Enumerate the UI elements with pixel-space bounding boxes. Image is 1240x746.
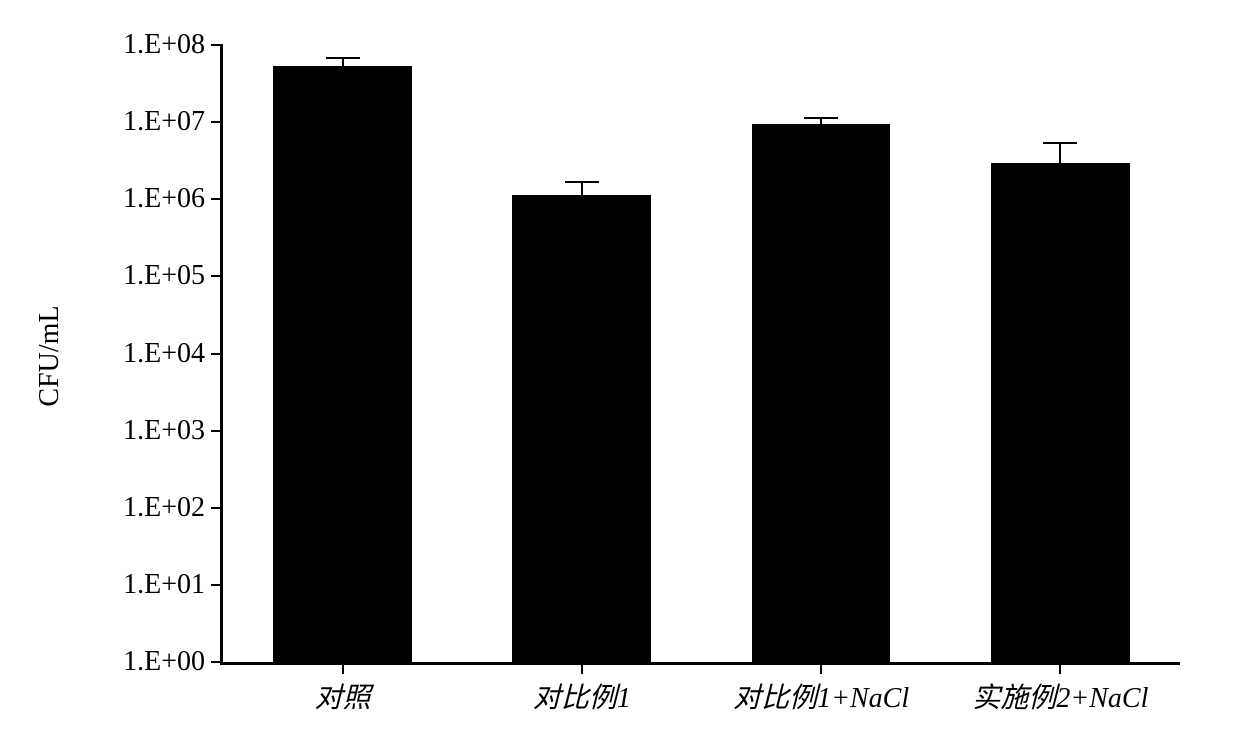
bar-comp1 (512, 195, 651, 662)
y-tick-label: 1.E+00 (123, 646, 205, 678)
y-tick (211, 275, 223, 277)
cfu-bar-chart: CFU/mL 1.E+001.E+011.E+021.E+031.E+041.E… (0, 0, 1240, 746)
y-tick (211, 121, 223, 123)
x-tick (342, 662, 344, 674)
y-tick (211, 584, 223, 586)
bar-ctrl (273, 66, 412, 662)
x-tick-label: 对比例1+NaCl (733, 676, 909, 716)
y-tick-label: 1.E+07 (123, 106, 205, 138)
y-tick (211, 44, 223, 46)
y-tick-label: 1.E+01 (123, 569, 205, 601)
error-bar-ctrl (326, 57, 360, 66)
y-tick-label: 1.E+05 (123, 260, 205, 292)
y-tick (211, 507, 223, 509)
y-tick (211, 430, 223, 432)
x-tick-label: 实施例2+NaCl (972, 676, 1148, 716)
x-tick (1059, 662, 1061, 674)
y-tick-label: 1.E+06 (123, 183, 205, 215)
error-bar-comp1 (565, 181, 599, 195)
y-tick-label: 1.E+03 (123, 415, 205, 447)
error-bar-comp1n (804, 117, 838, 123)
y-tick-label: 1.E+02 (123, 492, 205, 524)
bar-ex2n (991, 163, 1130, 662)
y-tick-label: 1.E+04 (123, 338, 205, 370)
y-axis-label: CFU/mL (34, 296, 66, 416)
y-tick-label: 1.E+08 (123, 29, 205, 61)
plot-area: 1.E+001.E+011.E+021.E+031.E+041.E+051.E+… (220, 45, 1180, 665)
error-bar-ex2n (1043, 142, 1077, 163)
x-tick-label: 对比例1 (533, 676, 631, 716)
x-tick (581, 662, 583, 674)
x-tick-label: 对照 (315, 676, 371, 716)
bar-comp1n (752, 124, 891, 662)
y-tick (211, 198, 223, 200)
y-tick (211, 353, 223, 355)
y-tick (211, 661, 223, 663)
x-tick (820, 662, 822, 674)
